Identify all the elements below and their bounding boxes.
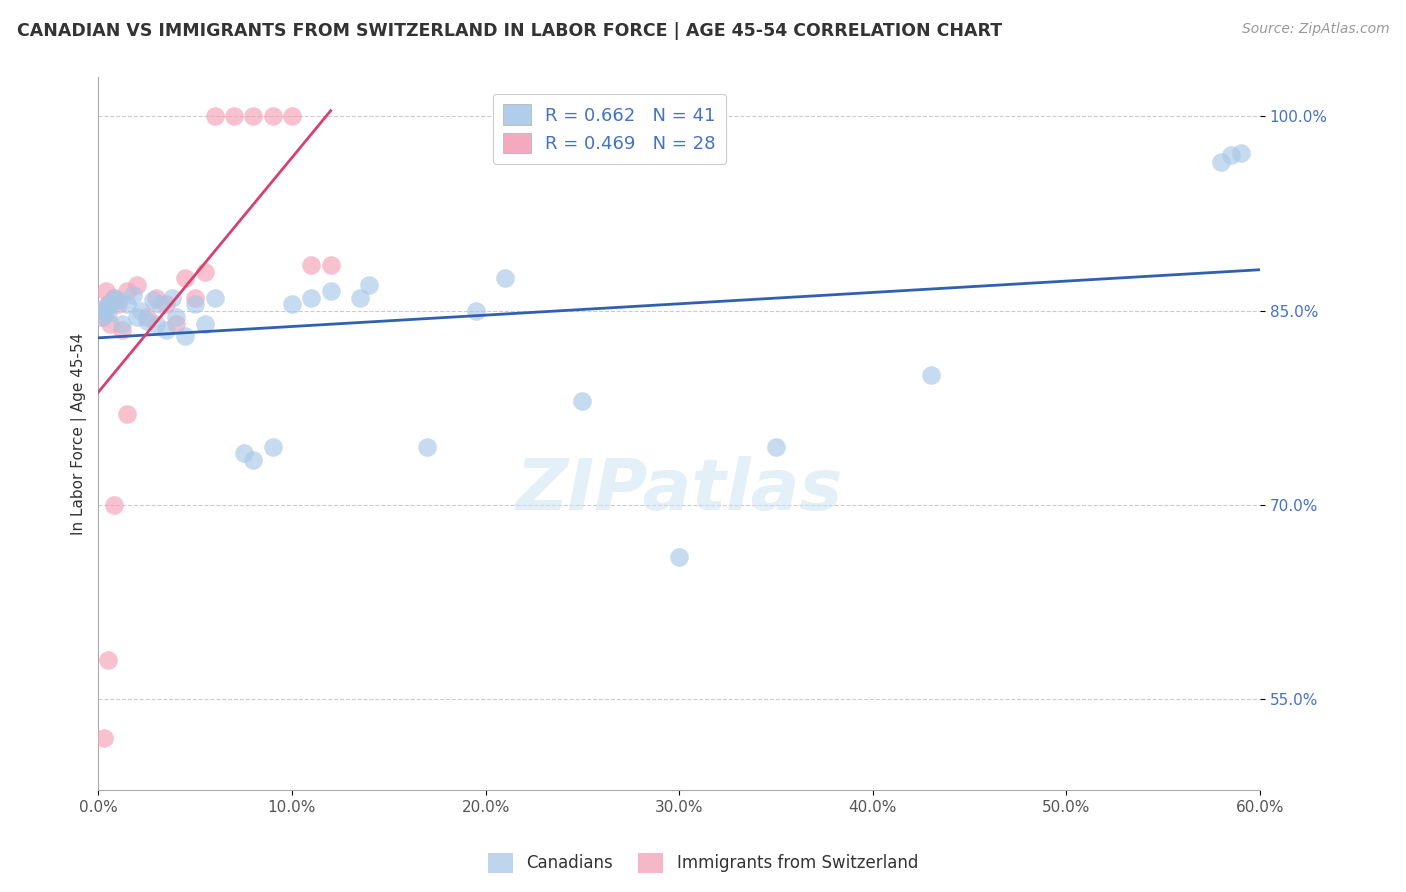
Point bbox=[319, 258, 342, 272]
Point bbox=[349, 291, 371, 305]
Point bbox=[242, 452, 264, 467]
Point bbox=[97, 306, 120, 320]
Point bbox=[494, 271, 516, 285]
Point bbox=[920, 368, 942, 383]
Point bbox=[125, 277, 148, 292]
Legend: Canadians, Immigrants from Switzerland: Canadians, Immigrants from Switzerland bbox=[481, 847, 925, 880]
Point bbox=[165, 310, 187, 324]
Point bbox=[165, 317, 187, 331]
Point bbox=[281, 297, 304, 311]
Point bbox=[94, 303, 117, 318]
Point bbox=[1229, 145, 1251, 160]
Point bbox=[93, 301, 115, 315]
Text: Source: ZipAtlas.com: Source: ZipAtlas.com bbox=[1241, 22, 1389, 37]
Point bbox=[155, 323, 177, 337]
Text: ZIPatlas: ZIPatlas bbox=[516, 456, 842, 525]
Point bbox=[668, 549, 690, 564]
Point bbox=[464, 303, 486, 318]
Point bbox=[98, 317, 121, 331]
Point bbox=[97, 653, 120, 667]
Point bbox=[117, 407, 139, 421]
Point bbox=[359, 277, 381, 292]
Point bbox=[97, 297, 120, 311]
Point bbox=[103, 291, 125, 305]
Point bbox=[91, 310, 114, 324]
Point bbox=[262, 440, 284, 454]
Point bbox=[149, 297, 172, 311]
Point bbox=[155, 297, 177, 311]
Point bbox=[94, 284, 117, 298]
Point bbox=[184, 297, 207, 311]
Point bbox=[91, 310, 114, 324]
Point bbox=[142, 293, 165, 308]
Point bbox=[107, 293, 129, 308]
Point bbox=[135, 314, 157, 328]
Point bbox=[110, 317, 132, 331]
Point bbox=[184, 291, 207, 305]
Point bbox=[98, 297, 121, 311]
Point bbox=[232, 446, 254, 460]
Point bbox=[174, 271, 197, 285]
Point bbox=[765, 440, 787, 454]
Point bbox=[222, 109, 245, 123]
Point bbox=[117, 297, 139, 311]
Point bbox=[204, 109, 226, 123]
Point bbox=[93, 731, 115, 745]
Point bbox=[299, 291, 322, 305]
Text: CANADIAN VS IMMIGRANTS FROM SWITZERLAND IN LABOR FORCE | AGE 45-54 CORRELATION C: CANADIAN VS IMMIGRANTS FROM SWITZERLAND … bbox=[17, 22, 1002, 40]
Point bbox=[281, 109, 304, 123]
Point bbox=[125, 310, 148, 324]
Point bbox=[174, 329, 197, 343]
Point bbox=[262, 109, 284, 123]
Point bbox=[103, 498, 125, 512]
Point bbox=[129, 303, 152, 318]
Point bbox=[122, 288, 145, 302]
Point bbox=[1211, 154, 1233, 169]
Point bbox=[135, 310, 157, 324]
Point bbox=[194, 265, 217, 279]
Point bbox=[319, 284, 342, 298]
Point bbox=[1220, 148, 1243, 162]
Point bbox=[117, 284, 139, 298]
Point bbox=[299, 258, 322, 272]
Point bbox=[110, 323, 132, 337]
Point bbox=[571, 394, 593, 409]
Point bbox=[145, 291, 167, 305]
Point bbox=[145, 317, 167, 331]
Point bbox=[160, 291, 183, 305]
Point bbox=[194, 317, 217, 331]
Point bbox=[93, 303, 115, 318]
Legend: R = 0.662   N = 41, R = 0.469   N = 28: R = 0.662 N = 41, R = 0.469 N = 28 bbox=[492, 94, 727, 164]
Point bbox=[204, 291, 226, 305]
Point bbox=[107, 297, 129, 311]
Y-axis label: In Labor Force | Age 45-54: In Labor Force | Age 45-54 bbox=[72, 333, 87, 535]
Point bbox=[242, 109, 264, 123]
Point bbox=[416, 440, 439, 454]
Point bbox=[103, 291, 125, 305]
